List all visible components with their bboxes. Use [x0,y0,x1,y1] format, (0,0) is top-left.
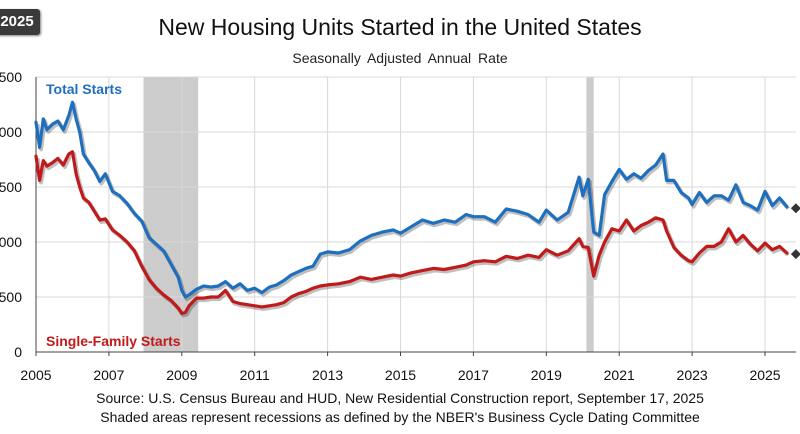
series-line-1 [34,150,789,316]
recession-note: Shaded areas represent recessions as def… [100,409,700,425]
year-badge: 2025 [0,9,40,35]
series-lines [34,100,790,318]
x-tick-label-9: 2023 [677,367,708,383]
gridlines [36,76,796,352]
chart-subtitle: Seasonally Adjusted Annual Rate [292,50,508,66]
x-tick-label-2: 2009 [166,367,197,383]
x-tick-label-3: 2011 [240,367,270,383]
series-line-0 [34,100,789,299]
y-tick-label-4: 2000 [0,124,22,140]
source-note: Source: U.S. Census Bureau and HUD, New … [96,390,704,406]
y-tick-label-2: 1000 [0,234,22,250]
x-tick-label-4: 2013 [312,367,343,383]
end-value-badges: 1307890 [790,203,800,260]
recession-band-1 [586,77,594,352]
end-marker-0 [790,203,800,214]
y-tick-label-0: 0 [14,344,22,360]
y-tick-label-3: 1500 [0,179,22,195]
x-tick-label-8: 2021 [604,367,635,383]
x-tick-label-1: 2007 [93,367,124,383]
x-tick-label-5: 2015 [385,367,416,383]
chart-title: New Housing Units Started in the United … [158,14,642,40]
y-tick-label-1: 500 [0,289,22,305]
end-marker-1 [790,249,800,260]
x-tick-label-7: 2019 [531,367,562,383]
total-starts-label: Total Starts [46,81,122,97]
x-tick-label-6: 2017 [458,367,489,383]
single-family-label: Single-Family Starts [46,333,181,349]
y-tick-label-5: 2500 [0,69,22,85]
series-labels: Total Starts Single-Family Starts [46,81,181,349]
axes: 0 500 1000 1500 2000 2500 2005 2007 2009 2011 2013… [0,69,796,383]
x-tick-label-0: 2005 [20,367,51,383]
x-tick-label-10: 2025 [749,367,780,383]
